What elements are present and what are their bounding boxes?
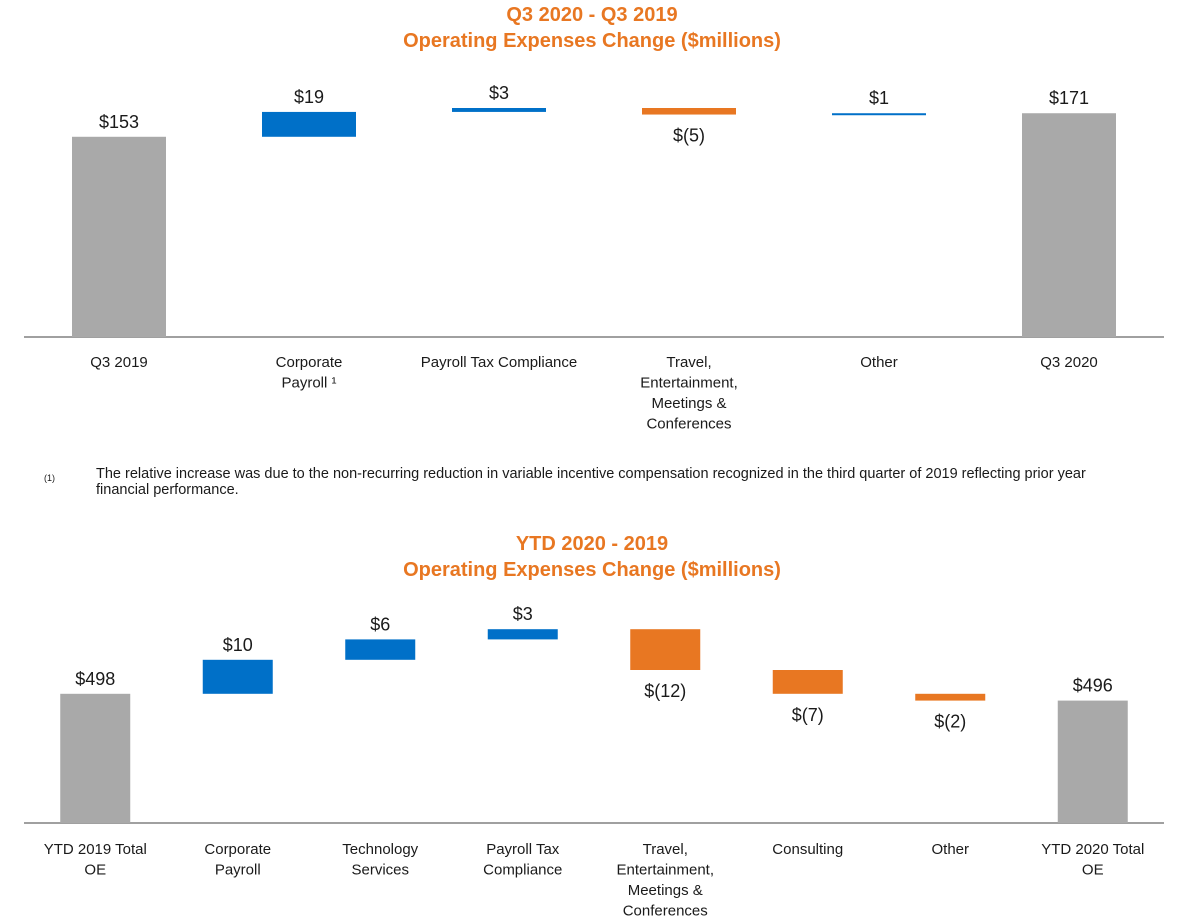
category-label-4: Meetings & xyxy=(651,395,726,412)
data-label-3: $6 xyxy=(370,614,390,634)
bar-6 xyxy=(772,670,843,694)
bar-7 xyxy=(915,693,986,701)
data-label-7: $(2) xyxy=(934,712,966,732)
bar-2 xyxy=(262,111,356,137)
bar-4 xyxy=(487,629,558,640)
category-label-5: Entertainment, xyxy=(616,862,714,879)
category-label-6: Consulting xyxy=(772,841,843,858)
bar-8 xyxy=(1057,700,1128,823)
category-label-4: Travel, xyxy=(666,354,711,371)
category-label-4: Entertainment, xyxy=(640,375,738,392)
category-label-5: Meetings & xyxy=(628,882,703,899)
category-label-2: Corporate xyxy=(204,841,271,858)
data-label-6: $171 xyxy=(1049,88,1089,108)
data-label-3: $3 xyxy=(489,83,509,103)
category-label-7: Other xyxy=(931,841,969,858)
bar-3 xyxy=(452,108,546,112)
bar-4 xyxy=(642,108,736,115)
category-label-2: Corporate xyxy=(276,354,343,371)
chart-1-plot: $153 Q3 2019 $19 Corporate Payroll ¹ $3 Payrol… xyxy=(24,83,1164,433)
data-label-8: $496 xyxy=(1073,676,1113,696)
footnote: (1) The relative increase was due to the… xyxy=(0,464,1184,504)
data-label-1: $498 xyxy=(75,669,115,689)
chart-2-subtitle: Operating Expenses Change ($millions) xyxy=(403,559,781,581)
data-label-1: $153 xyxy=(99,112,139,132)
category-label-1: OE xyxy=(84,862,106,879)
footnote-marker: (1) xyxy=(44,473,55,483)
chart-2-title: YTD 2020 - 2019 xyxy=(515,533,669,555)
data-label-4: $(5) xyxy=(673,126,705,146)
category-label-1: Q3 2019 xyxy=(90,354,148,371)
category-label-1: YTD 2019 Total xyxy=(44,841,147,858)
category-label-8: YTD 2020 Total xyxy=(1041,841,1144,858)
bar-5 xyxy=(832,113,926,116)
category-label-5: Conferences xyxy=(623,903,708,920)
data-label-5: $(12) xyxy=(644,681,686,701)
category-label-5: Other xyxy=(860,354,898,371)
category-label-6: Q3 2020 xyxy=(1040,354,1098,371)
category-label-3: Payroll Tax Compliance xyxy=(421,354,577,371)
footnote-text: The relative increase was due to the non… xyxy=(96,466,1086,498)
category-label-3: Services xyxy=(351,862,409,879)
category-label-4: Payroll Tax xyxy=(486,841,560,858)
bar-6 xyxy=(1022,113,1116,337)
category-label-2: Payroll ¹ xyxy=(281,375,336,392)
category-label-2: Payroll xyxy=(215,862,261,879)
category-label-5: Travel, xyxy=(643,841,688,858)
bar-1 xyxy=(72,136,166,337)
category-label-4: Compliance xyxy=(483,862,562,879)
data-label-5: $1 xyxy=(869,88,889,108)
data-label-2: $10 xyxy=(223,635,253,655)
category-label-3: Technology xyxy=(342,841,418,858)
data-label-4: $3 xyxy=(513,604,533,624)
bar-2 xyxy=(202,659,273,694)
category-label-4: Conferences xyxy=(646,416,731,433)
chart-2-plot: $498 YTD 2019 Total OE $10 Corporate Payroll $… xyxy=(24,604,1164,920)
chart-1-title: Q3 2020 - Q3 2019 xyxy=(506,4,678,26)
category-label-8: OE xyxy=(1082,862,1104,879)
data-label-6: $(7) xyxy=(792,705,824,725)
chart-1-subtitle: Operating Expenses Change ($millions) xyxy=(403,30,781,52)
bar-3 xyxy=(345,639,416,660)
data-label-2: $19 xyxy=(294,87,324,107)
bar-1 xyxy=(60,693,131,823)
bar-5 xyxy=(630,629,701,670)
